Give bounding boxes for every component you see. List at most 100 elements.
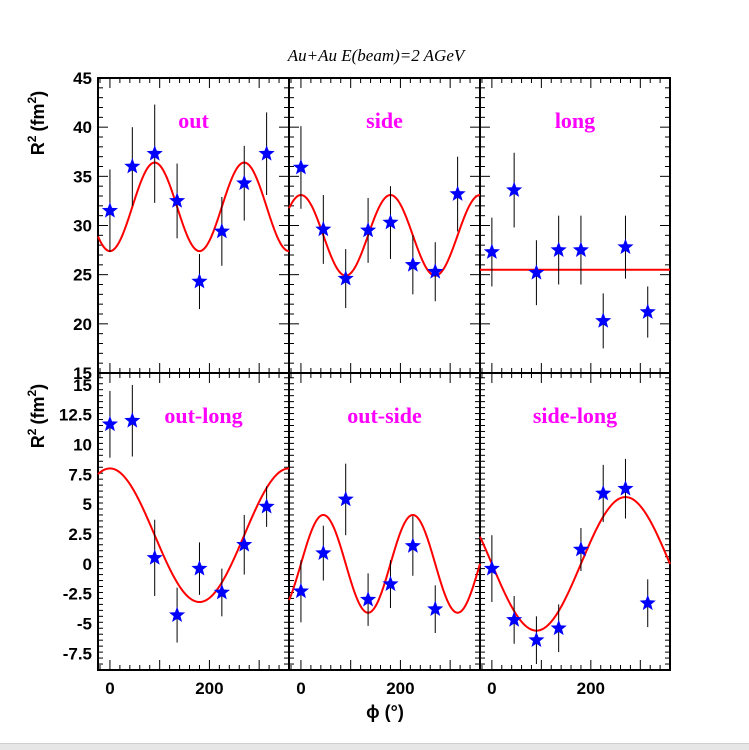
data-point-out <box>124 158 141 174</box>
data-point-side <box>449 185 466 201</box>
y-tick-label: 7.5 <box>68 465 92 484</box>
data-point-out-long <box>146 549 163 565</box>
data-point-out-side <box>292 582 310 599</box>
ylabel-sup: 2 <box>25 135 39 142</box>
data-point-out <box>213 222 230 239</box>
fit-curve-out <box>97 161 290 253</box>
data-point-out <box>146 145 163 161</box>
x-tick-label: 0 <box>105 679 114 698</box>
fit-curves <box>97 161 671 632</box>
data-point-out <box>101 202 119 218</box>
data-point-out <box>169 192 186 208</box>
data-point-long <box>483 243 500 259</box>
data-point-side <box>315 220 332 237</box>
fit-curve-out-side <box>288 513 481 614</box>
ylabel-base: R <box>28 142 48 155</box>
data-point-side-long <box>528 631 545 648</box>
ylabel-close: ) <box>28 384 48 390</box>
y-tick-label: -2.5 <box>63 585 92 604</box>
data-point-long <box>617 238 634 255</box>
bottom-rule <box>0 743 749 750</box>
x-axis-label: ϕ (°) <box>366 702 404 722</box>
chart-title: Au+Au E(beam)=2 AGeV <box>287 46 467 65</box>
panel-labels: out side long out-long out-side side-long <box>164 108 617 428</box>
data-point-out-long <box>124 412 141 428</box>
data-point-long <box>639 303 656 319</box>
ylabel-unit-sup: 2 <box>25 97 39 104</box>
data-point-side <box>404 256 421 272</box>
data-point-out-long <box>236 536 253 552</box>
x-tick-label: 200 <box>577 679 605 698</box>
y-tick-label: 40 <box>73 118 92 137</box>
panel-frames <box>97 77 671 671</box>
y-tick-label: 10 <box>73 436 92 455</box>
x-tick-label: 0 <box>296 679 305 698</box>
y-tick-label: -5 <box>77 614 92 633</box>
data-point-side-long <box>483 560 500 576</box>
y-tick-label: 15 <box>73 376 92 395</box>
data-point-out <box>258 145 275 161</box>
y-tick-label: 45 <box>73 69 92 88</box>
y-axis-label-top: R2(fm2) <box>25 91 48 155</box>
x-tick-label: 200 <box>195 679 223 698</box>
data-point-long <box>506 181 523 197</box>
data-point-side-long <box>617 480 634 496</box>
data-point-side-long <box>595 484 612 501</box>
data-points <box>101 104 656 665</box>
data-point-out-long <box>169 606 186 623</box>
data-point-out-side <box>382 575 399 591</box>
data-point-out-side <box>360 591 377 607</box>
y-tick-label: 30 <box>73 217 92 236</box>
fit-curve-side <box>288 194 481 277</box>
data-point-side-long <box>572 541 590 557</box>
data-point-long <box>528 264 545 280</box>
ylabel-unit: (fm <box>28 397 48 425</box>
fit-curve-side-long <box>479 496 671 632</box>
panel-label-out-long: out-long <box>164 403 242 428</box>
data-point-out-side <box>427 600 444 617</box>
ylabel-sup: 2 <box>25 428 39 435</box>
data-point-side-long <box>506 611 523 627</box>
data-point-side <box>382 214 399 230</box>
data-point-side <box>427 263 444 279</box>
data-point-side <box>360 221 377 238</box>
y-tick-label: 20 <box>73 315 92 334</box>
ylabel-unit-sup: 2 <box>25 390 39 397</box>
ylabel-close: ) <box>28 91 48 97</box>
ylabel-base: R <box>28 435 48 448</box>
panel-frame <box>479 372 671 671</box>
x-tick-label: 200 <box>386 679 414 698</box>
data-point-out-long <box>213 583 230 600</box>
data-point-long <box>550 241 567 257</box>
panel-label-side: side <box>366 108 403 133</box>
data-point-out-long <box>191 560 208 576</box>
panel-label-out-side: out-side <box>347 403 422 428</box>
data-point-out-side <box>404 537 421 553</box>
data-point-long <box>572 241 590 257</box>
panel-label-out: out <box>178 108 209 133</box>
panel-label-long: long <box>555 108 595 133</box>
y-tick-label: 35 <box>73 167 92 186</box>
x-tick-label: 0 <box>487 679 496 698</box>
y-tick-label: -7.5 <box>63 644 92 663</box>
data-point-side-long <box>639 594 656 611</box>
y-tick-label: 2.5 <box>68 525 92 544</box>
y-tick-label: 0 <box>83 555 92 574</box>
data-point-out-side <box>315 544 332 560</box>
panel-label-side-long: side-long <box>533 403 617 428</box>
data-point-out-long <box>258 498 275 514</box>
ylabel-unit: (fm <box>28 104 48 132</box>
data-point-out-side <box>337 490 354 507</box>
axes: 15 20 25 30 35 40 45 -7.5 -5 -2.5 0 2.5 5 7.5 10 12.5 15… <box>59 69 670 698</box>
data-point-out <box>236 174 253 191</box>
data-point-out-long <box>101 415 119 432</box>
data-point-side <box>292 158 310 175</box>
data-point-side <box>337 270 354 286</box>
y-tick-label: 15 <box>73 364 92 383</box>
data-point-side-long <box>550 619 567 636</box>
data-point-long <box>595 312 612 328</box>
y-tick-label: 12.5 <box>59 406 92 425</box>
fit-curve-out-long <box>97 467 290 604</box>
y-tick-label: 25 <box>73 266 92 285</box>
